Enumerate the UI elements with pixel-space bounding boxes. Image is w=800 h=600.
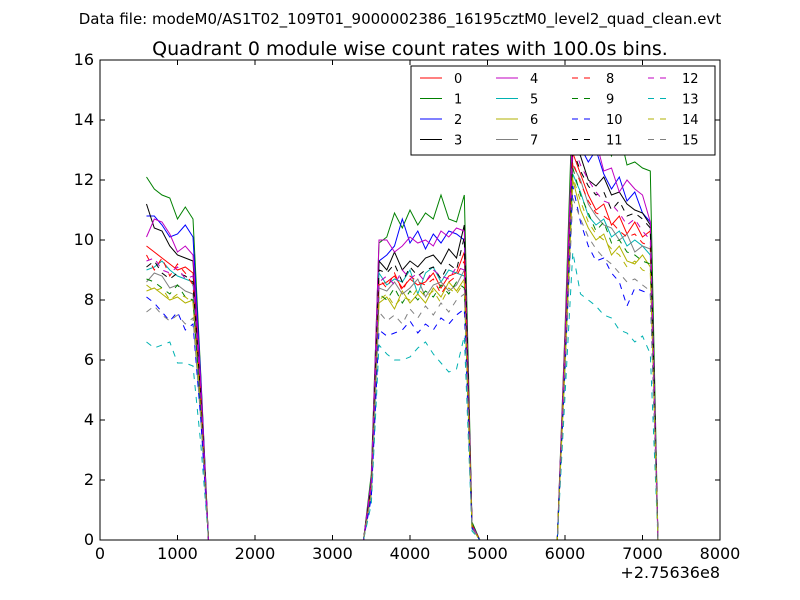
- series-layer: [146, 92, 659, 541]
- y-tick-label: 16: [74, 50, 94, 69]
- x-offset-label: +2.75636e8: [620, 563, 720, 582]
- legend-label-8: 8: [606, 72, 614, 87]
- y-tick-label: 14: [74, 110, 94, 129]
- legend-label-1: 1: [454, 93, 462, 108]
- y-tick-label: 8: [84, 290, 94, 309]
- series-line-6: [146, 179, 659, 541]
- y-tick-label: 4: [84, 410, 94, 429]
- y-tick-label: 10: [74, 230, 94, 249]
- y-tick-label: 12: [74, 170, 94, 189]
- series-line-15: [146, 197, 659, 541]
- legend-label-9: 9: [606, 93, 614, 108]
- x-tick-label: 7000: [622, 544, 663, 563]
- chart-title: Quadrant 0 module wise count rates with …: [152, 38, 668, 60]
- series-line-12: [146, 143, 659, 541]
- x-tick-label: 3000: [312, 544, 353, 563]
- legend-label-11: 11: [606, 134, 623, 149]
- x-tick-label: 6000: [545, 544, 586, 563]
- series-line-11: [146, 149, 659, 541]
- series-line-3: [146, 139, 659, 541]
- x-axis: 0 1000 2000 3000 4000 5000 6000 7000 8000: [95, 60, 740, 563]
- series-line-14: [146, 176, 659, 541]
- x-tick-label: 1000: [157, 544, 198, 563]
- legend-label-7: 7: [530, 134, 538, 149]
- legend-box: [410, 65, 716, 156]
- series-line-1: [146, 92, 659, 541]
- legend-label-4: 4: [530, 72, 538, 87]
- legend-label-14: 14: [682, 113, 699, 128]
- legend-label-5: 5: [530, 93, 538, 108]
- x-tick-label: 4000: [390, 544, 431, 563]
- legend-label-13: 13: [682, 93, 699, 108]
- legend-label-6: 6: [530, 113, 538, 128]
- legend-label-10: 10: [606, 113, 623, 128]
- legend-label-2: 2: [454, 113, 462, 128]
- y-tick-label: 0: [84, 530, 94, 549]
- y-tick-label: 6: [84, 350, 94, 369]
- legend-label-15: 15: [682, 134, 699, 149]
- legend-label-3: 3: [454, 134, 462, 149]
- series-line-13: [146, 251, 659, 541]
- x-tick-label: 2000: [235, 544, 276, 563]
- x-tick-label: 8000: [700, 544, 741, 563]
- x-tick-label: 0: [95, 544, 105, 563]
- series-line-10: [146, 185, 659, 541]
- legend-label-0: 0: [454, 72, 462, 87]
- series-line-2: [146, 125, 659, 541]
- y-tick-label: 2: [84, 470, 94, 489]
- x-tick-label: 5000: [467, 544, 508, 563]
- chart-suptitle: Data file: modeM0/AS1T02_109T01_90000023…: [79, 10, 722, 29]
- legend-label-12: 12: [682, 72, 699, 87]
